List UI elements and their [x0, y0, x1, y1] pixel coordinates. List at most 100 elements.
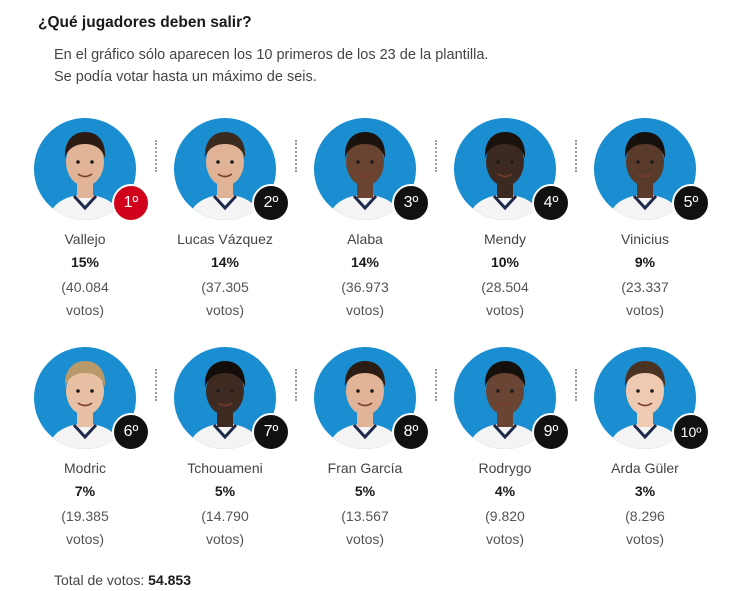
player-card: 3º Alaba 14% (36.973 votos)	[295, 118, 435, 338]
player-percentage: 14%	[210, 254, 240, 270]
player-photo	[188, 132, 262, 220]
player-photo	[468, 132, 542, 220]
player-percentage: 14%	[350, 254, 380, 270]
avatar-circle	[314, 118, 416, 220]
player-name: Alaba	[347, 231, 383, 247]
page-title: ¿Qué jugadores deben salir?	[38, 14, 252, 31]
player-name: Mendy	[483, 231, 527, 247]
player-photo	[608, 361, 682, 449]
player-avatar: 7º	[174, 347, 290, 451]
player-votes: (40.084 votos)	[15, 276, 155, 322]
votes-unit: votos)	[65, 531, 105, 547]
player-votes: (13.567 votos)	[295, 505, 435, 551]
player-votes: (8.296 votos)	[575, 505, 715, 551]
rank-badge: 2º	[252, 184, 290, 222]
player-card: 6º Modric 7% (19.385 votos)	[15, 347, 155, 567]
votes-count: (23.337	[621, 279, 669, 295]
player-percentage: 7%	[74, 483, 96, 499]
player-photo	[188, 361, 262, 449]
total-votes-label: Total de votos:	[54, 572, 145, 588]
player-avatar: 4º	[454, 118, 570, 222]
subtitle: En el gráfico sólo aparecen los 10 prime…	[54, 44, 488, 88]
column-divider	[575, 140, 577, 172]
votes-count: (8.296	[625, 508, 665, 524]
player-avatar: 3º	[314, 118, 430, 222]
votes-count: (19.385	[61, 508, 109, 524]
votes-unit: votos)	[65, 302, 105, 318]
rank-badge: 4º	[532, 184, 570, 222]
player-percentage: 15%	[70, 254, 100, 270]
player-percentage: 9%	[634, 254, 656, 270]
players-row-1: 1º Vallejo 15% (40.084 votos) 2º Lucas Vázquez…	[0, 118, 730, 338]
player-card: 8º Fran García 5% (13.567 votos)	[295, 347, 435, 567]
player-votes: (14.790 votos)	[155, 505, 295, 551]
column-divider	[575, 369, 577, 401]
rank-badge: 3º	[392, 184, 430, 222]
player-photo	[608, 132, 682, 220]
player-card: 4º Mendy 10% (28.504 votos)	[435, 118, 575, 338]
votes-unit: votos)	[345, 302, 385, 318]
player-votes: (9.820 votos)	[435, 505, 575, 551]
rank-badge: 6º	[112, 413, 150, 451]
rank-badge: 9º	[532, 413, 570, 451]
column-divider	[295, 369, 297, 401]
column-divider	[155, 369, 157, 401]
player-card: 10º Arda Güler 3% (8.296 votos)	[575, 347, 715, 567]
player-avatar: 6º	[34, 347, 150, 451]
votes-count: (13.567	[341, 508, 389, 524]
avatar-circle	[454, 118, 556, 220]
votes-count: (14.790	[201, 508, 249, 524]
player-percentage: 3%	[634, 483, 656, 499]
player-photo	[328, 361, 402, 449]
total-votes-value: 54.853	[148, 572, 191, 588]
column-divider	[435, 140, 437, 172]
total-votes: Total de votos: 54.853	[54, 572, 191, 588]
rank-badge: 7º	[252, 413, 290, 451]
player-name: Lucas Vázquez	[177, 231, 273, 247]
player-card: 1º Vallejo 15% (40.084 votos)	[15, 118, 155, 338]
player-avatar: 10º	[594, 347, 710, 451]
subtitle-line: Se podía votar hasta un máximo de seis.	[54, 69, 317, 85]
player-photo	[468, 361, 542, 449]
player-photo	[48, 132, 122, 220]
rank-badge: 1º	[112, 184, 150, 222]
column-divider	[155, 140, 157, 172]
player-card: 5º Vinicius 9% (23.337 votos)	[575, 118, 715, 338]
player-percentage: 5%	[214, 483, 236, 499]
votes-count: (28.504	[481, 279, 529, 295]
player-votes: (36.973 votos)	[295, 276, 435, 322]
player-card: 2º Lucas Vázquez 14% (37.305 votos)	[155, 118, 295, 338]
votes-unit: votos)	[205, 531, 245, 547]
player-card: 9º Rodrygo 4% (9.820 votos)	[435, 347, 575, 567]
avatar-circle	[34, 118, 136, 220]
player-name: Tchouameni	[187, 460, 263, 476]
player-name: Arda Güler	[611, 460, 679, 476]
players-row-2: 6º Modric 7% (19.385 votos) 7º Tchouameni 5% (14…	[0, 347, 730, 567]
votes-unit: votos)	[625, 531, 665, 547]
player-name: Fran García	[327, 460, 403, 476]
rank-badge: 5º	[672, 184, 710, 222]
player-votes: (19.385 votos)	[15, 505, 155, 551]
player-votes: (28.504 votos)	[435, 276, 575, 322]
player-name: Vinicius	[621, 231, 669, 247]
player-percentage: 5%	[354, 483, 376, 499]
player-name: Vallejo	[64, 231, 106, 247]
votes-unit: votos)	[205, 302, 245, 318]
player-votes: (37.305 votos)	[155, 276, 295, 322]
votes-count: (36.973	[341, 279, 389, 295]
player-avatar: 2º	[174, 118, 290, 222]
votes-unit: votos)	[485, 302, 525, 318]
player-card: 7º Tchouameni 5% (14.790 votos)	[155, 347, 295, 567]
player-name: Rodrygo	[478, 460, 532, 476]
player-photo	[48, 361, 122, 449]
votes-unit: votos)	[485, 531, 525, 547]
player-avatar: 9º	[454, 347, 570, 451]
player-photo	[328, 132, 402, 220]
player-percentage: 10%	[490, 254, 520, 270]
votes-unit: votos)	[625, 302, 665, 318]
votes-count: (9.820	[485, 508, 525, 524]
player-avatar: 8º	[314, 347, 430, 451]
player-percentage: 4%	[494, 483, 516, 499]
column-divider	[295, 140, 297, 172]
votes-count: (37.305	[201, 279, 249, 295]
